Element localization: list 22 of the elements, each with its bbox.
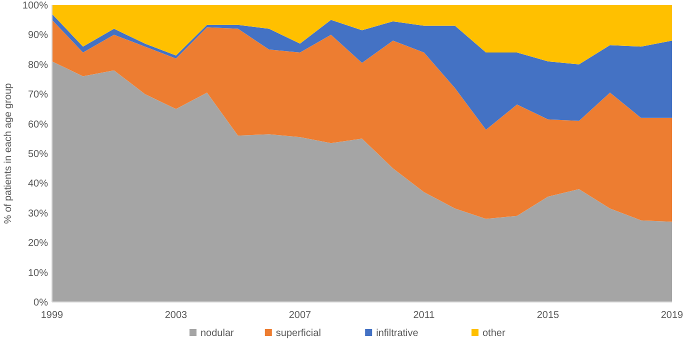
legend-label: superficial — [276, 328, 321, 339]
y-tick-label: 80% — [28, 60, 48, 71]
y-tick-label: 50% — [28, 149, 48, 160]
x-tick-label: 2007 — [288, 310, 312, 321]
y-tick-label: 20% — [28, 238, 48, 250]
y-tick-label: 100% — [22, 0, 48, 12]
y-tick-label: 30% — [28, 208, 48, 220]
legend-label: other — [482, 328, 506, 339]
x-tick-label: 2003 — [164, 310, 188, 321]
y-axis-title: % of patients in each age group — [3, 82, 14, 224]
legend-label: nodular — [200, 328, 235, 339]
y-tick-label: 60% — [28, 119, 48, 130]
x-tick-label: 2015 — [536, 310, 560, 321]
y-tick-label: 40% — [28, 178, 48, 190]
y-tick-label: 0% — [34, 298, 48, 308]
x-tick-label: 1999 — [40, 310, 64, 321]
y-tick-label: 10% — [28, 268, 48, 279]
x-tick-label: 2019 — [660, 310, 684, 321]
x-tick-label: 2011 — [413, 310, 436, 321]
legend-label: infiltrative — [376, 328, 419, 339]
y-tick-label: 90% — [28, 30, 48, 42]
y-tick-label: 70% — [28, 90, 48, 101]
